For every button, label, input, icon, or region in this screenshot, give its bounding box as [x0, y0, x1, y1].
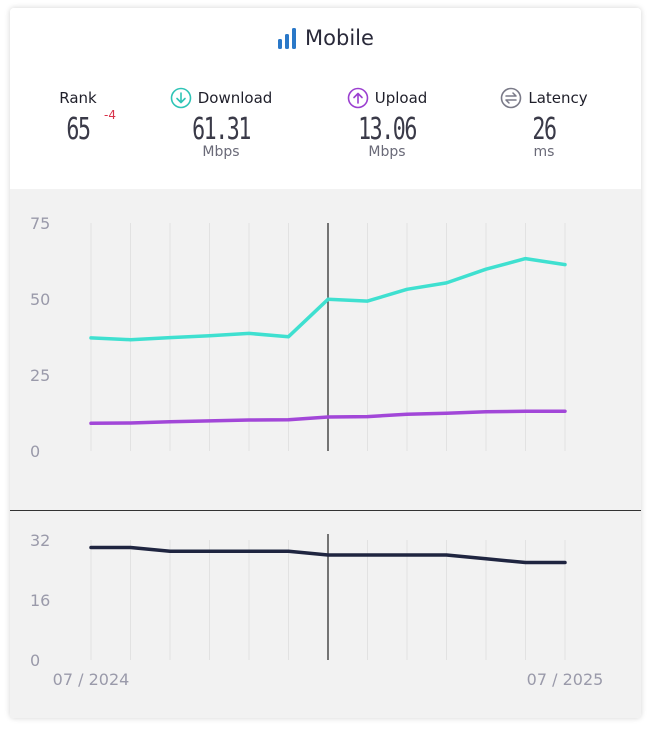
- rank-metric: Rank 65: [48, 86, 108, 147]
- y-tick-label: 75: [30, 214, 50, 233]
- upload-label: Upload: [374, 89, 428, 107]
- download-metric: Download 61.31 Mbps: [156, 86, 286, 160]
- upload-unit: Mbps: [368, 144, 406, 160]
- signal-bars-icon: [278, 28, 297, 49]
- card-title-text: Mobile: [305, 26, 374, 50]
- y-tick-label: 50: [30, 290, 50, 309]
- latency-arrows-icon: [501, 87, 522, 109]
- latency-chart: 0 16 32 07 / 2024 07 / 2025: [30, 531, 604, 689]
- rank-value: 65: [66, 112, 91, 147]
- download-unit: Mbps: [202, 144, 240, 160]
- download-arrow-icon: [170, 87, 192, 109]
- y-tick-label: 0: [30, 442, 40, 461]
- latency-metric: Latency 26 ms: [488, 86, 600, 160]
- card-title: Mobile: [10, 26, 641, 54]
- chart-divider: [10, 510, 641, 511]
- y-tick-label: 32: [30, 531, 50, 550]
- download-value: 61.31: [192, 112, 251, 147]
- latency-label: Latency: [528, 89, 588, 107]
- upload-series-line: [89, 409, 567, 426]
- speed-chart: 0 25 50 75: [30, 214, 567, 461]
- latency-value: 26: [532, 112, 557, 147]
- charts-area: 0 25 50 75 0 16 32 07 / 2024 07 / 2025: [10, 189, 641, 718]
- upload-metric: Upload 13.06 Mbps: [332, 86, 442, 160]
- latency-unit: ms: [533, 144, 555, 160]
- rank-label: Rank: [59, 89, 97, 107]
- download-label: Download: [197, 89, 273, 107]
- upload-value: 13.06: [358, 112, 417, 147]
- y-tick-label: 0: [30, 651, 40, 670]
- upload-arrow-icon: [347, 87, 369, 109]
- mobile-speed-card: Mobile Rank 65 -4 Download 61.31 Mbps: [10, 8, 641, 718]
- rank-change-badge: -4: [104, 108, 116, 122]
- download-series-line: [89, 256, 567, 342]
- x-tick-label: 07 / 2024: [53, 670, 130, 689]
- y-tick-label: 25: [30, 366, 50, 385]
- latency-series-line: [89, 545, 567, 565]
- x-tick-label: 07 / 2025: [527, 670, 604, 689]
- card-header: Mobile Rank 65 -4 Download 61.31 Mbps: [10, 8, 641, 189]
- y-tick-label: 16: [30, 591, 50, 610]
